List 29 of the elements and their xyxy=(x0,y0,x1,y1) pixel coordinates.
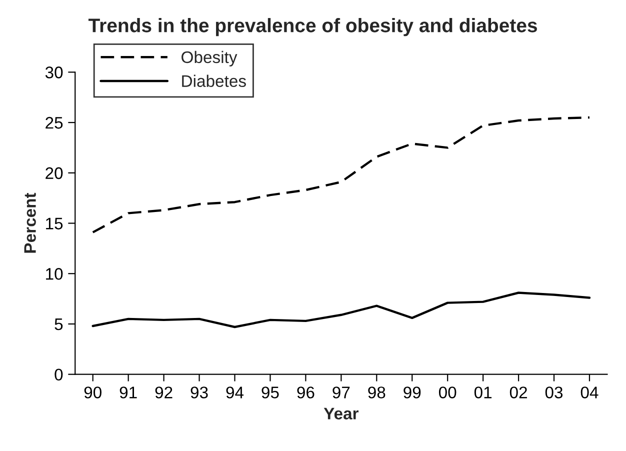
x-tick-label: 01 xyxy=(474,386,492,398)
x-tick-label: 04 xyxy=(580,386,598,398)
x-tick-label: 96 xyxy=(297,386,314,398)
y-tick-label: 10 xyxy=(46,268,63,280)
x-tick-label: 95 xyxy=(262,386,279,398)
x-tick-label: 94 xyxy=(226,386,244,398)
x-tick-label: 90 xyxy=(84,386,102,398)
x-tick-label: 02 xyxy=(510,386,527,398)
x-tick-label: 03 xyxy=(545,386,563,398)
y-tick-label: 25 xyxy=(46,116,63,129)
legend-label: Obesity xyxy=(182,50,238,66)
y-tick-label: 30 xyxy=(45,66,63,78)
line-series xyxy=(92,116,591,234)
y-tick-label: 15 xyxy=(46,218,63,230)
y-tick-label: 20 xyxy=(46,167,63,180)
x-tick-label: 92 xyxy=(155,386,172,398)
x-tick-label: 97 xyxy=(332,386,350,398)
y-tick-label: 0 xyxy=(54,368,63,381)
chart-title: Trends in the prevalence of obesity and diabetes xyxy=(88,18,537,36)
y-axis-title: Percent xyxy=(24,192,36,253)
x-tick-label: 98 xyxy=(368,386,386,398)
x-tick-label: 91 xyxy=(120,386,137,398)
x-tick-label: 93 xyxy=(190,386,208,398)
x-tick-label: 00 xyxy=(438,386,456,398)
line-series xyxy=(92,292,591,328)
y-tick-label: 5 xyxy=(54,318,63,330)
legend-label: Diabetes xyxy=(182,74,246,88)
x-axis-title: Year xyxy=(324,408,359,420)
x-tick-label: 99 xyxy=(404,386,421,398)
